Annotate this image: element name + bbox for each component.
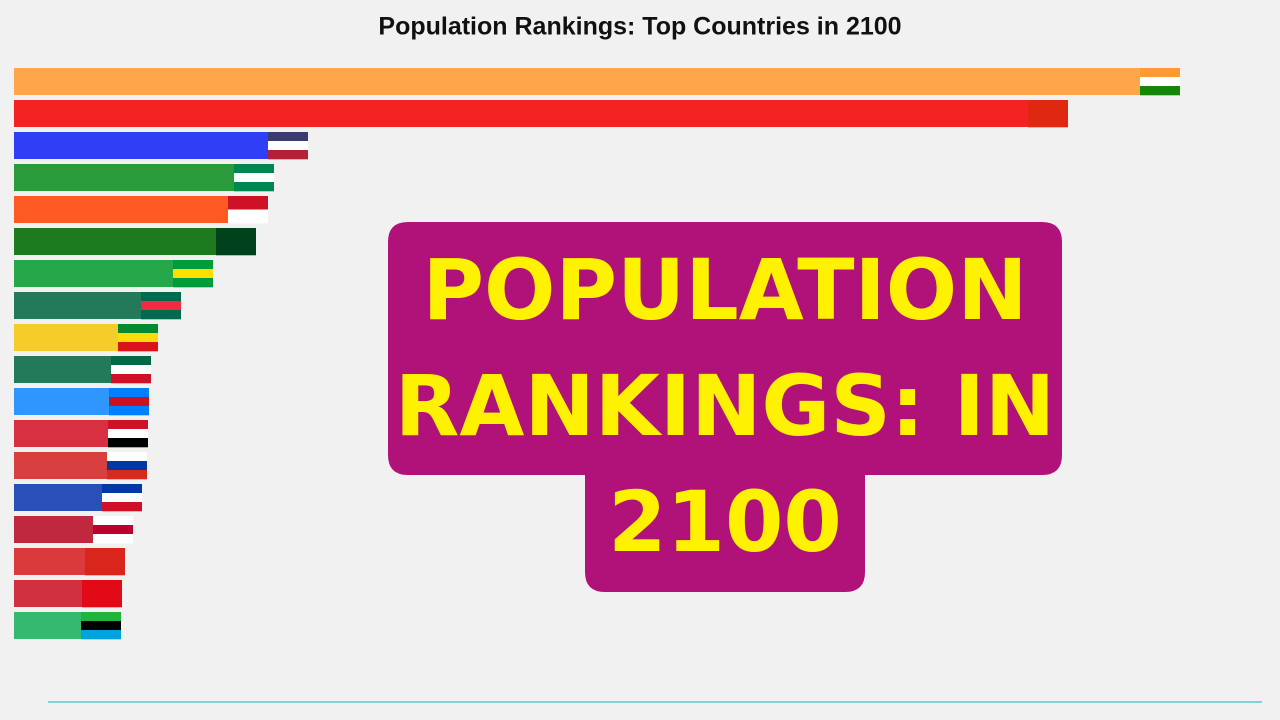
flag-stripe	[268, 150, 308, 160]
flag-stripe	[234, 164, 274, 174]
bar	[14, 132, 308, 159]
bar	[14, 228, 256, 255]
flag-stripe	[109, 388, 149, 398]
flag-stripe	[93, 525, 133, 535]
flag-stripe	[234, 182, 274, 192]
flag-stripe	[141, 301, 181, 311]
flag-stripe	[111, 356, 151, 366]
flag-stripe	[93, 534, 133, 544]
bar	[14, 100, 1068, 127]
flag-stripe	[107, 452, 147, 462]
bar	[14, 196, 268, 223]
flag-stripe	[216, 228, 256, 256]
flag-stripe	[118, 324, 158, 334]
bar	[14, 68, 1180, 95]
flag-stripe	[109, 397, 149, 407]
flag-stripe	[82, 580, 122, 608]
flag-stripe	[102, 493, 142, 503]
flag-stripe	[234, 173, 274, 183]
flag-stripe	[1140, 77, 1180, 87]
flag-stripe	[85, 548, 125, 576]
flag-stripe	[107, 461, 147, 471]
flag-stripe	[108, 429, 148, 439]
flag-stripe	[268, 141, 308, 151]
flag-stripe	[173, 278, 213, 288]
overlay-box	[388, 222, 1062, 592]
flag-stripe	[228, 209, 268, 224]
flag-stripe	[228, 196, 268, 210]
flag-stripe	[141, 292, 181, 302]
flag-stripe	[108, 438, 148, 448]
flag-stripe	[109, 406, 149, 416]
flag-stripe	[81, 630, 121, 640]
flag-stripe	[81, 621, 121, 631]
flag-stripe	[1140, 86, 1180, 96]
flag-stripe	[141, 310, 181, 320]
flag-stripe	[1140, 68, 1180, 78]
overlay-text: 2100	[608, 473, 842, 571]
flag-stripe	[173, 260, 213, 270]
flag-stripe	[118, 333, 158, 343]
flag-stripe	[107, 470, 147, 480]
flag-stripe	[93, 516, 133, 526]
flag-stripe	[268, 132, 308, 142]
overlay-text: POPULATION	[422, 241, 1027, 339]
flag-stripe	[102, 484, 142, 494]
flag-stripe	[81, 612, 121, 622]
flag-stripe	[111, 374, 151, 384]
overlay-text: RANKINGS: IN	[395, 357, 1055, 455]
flag-stripe	[111, 365, 151, 375]
flag-stripe	[102, 502, 142, 512]
bar	[14, 164, 274, 191]
flag-stripe	[108, 420, 148, 430]
chart-title: Population Rankings: Top Countries in 21…	[378, 13, 901, 41]
flag-stripe	[1028, 100, 1068, 128]
flag-stripe	[118, 342, 158, 352]
flag-stripe	[173, 269, 213, 279]
